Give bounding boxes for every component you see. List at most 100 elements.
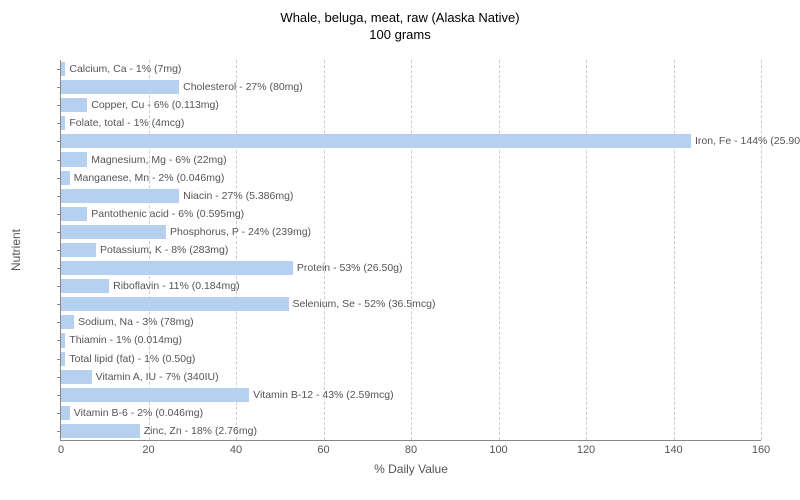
bar-row: Thiamin - 1% (0.014mg) — [61, 333, 65, 347]
bar — [61, 424, 140, 438]
x-tick-label: 160 — [752, 444, 770, 456]
x-tick-label: 120 — [577, 444, 595, 456]
chart-title-line2: 100 grams — [0, 27, 800, 44]
bar — [61, 279, 109, 293]
bar-row: Vitamin B-12 - 43% (2.59mcg) — [61, 388, 249, 402]
bar-label: Niacin - 27% (5.386mg) — [179, 189, 293, 203]
grid-line — [324, 60, 325, 440]
y-tick — [57, 431, 61, 432]
bar — [61, 152, 87, 166]
bar — [61, 207, 87, 221]
bar-label: Pantothenic acid - 6% (0.595mg) — [87, 207, 244, 221]
bar-row: Iron, Fe - 144% (25.90mg) — [61, 134, 691, 148]
x-tick-label: 80 — [405, 444, 417, 456]
bar-label: Vitamin B-12 - 43% (2.59mcg) — [249, 388, 393, 402]
bar-label: Manganese, Mn - 2% (0.046mg) — [70, 171, 225, 185]
bar-row: Phosphorus, P - 24% (239mg) — [61, 225, 166, 239]
chart-title-line1: Whale, beluga, meat, raw (Alaska Native) — [0, 10, 800, 27]
bar — [61, 134, 691, 148]
bar-row: Niacin - 27% (5.386mg) — [61, 189, 179, 203]
y-tick — [57, 268, 61, 269]
bar-label: Thiamin - 1% (0.014mg) — [65, 333, 182, 347]
y-tick — [57, 377, 61, 378]
y-tick — [57, 232, 61, 233]
y-tick — [57, 160, 61, 161]
y-tick — [57, 141, 61, 142]
bar-label: Cholesterol - 27% (80mg) — [179, 80, 303, 94]
y-tick — [57, 413, 61, 414]
bar-label: Phosphorus, P - 24% (239mg) — [166, 225, 311, 239]
bar-row: Riboflavin - 11% (0.184mg) — [61, 279, 109, 293]
y-tick — [57, 359, 61, 360]
y-tick — [57, 69, 61, 70]
bar-row: Magnesium, Mg - 6% (22mg) — [61, 152, 87, 166]
x-tick-label: 140 — [664, 444, 682, 456]
y-tick — [57, 87, 61, 88]
y-tick — [57, 196, 61, 197]
bar-label: Iron, Fe - 144% (25.90mg) — [691, 134, 800, 148]
bar — [61, 388, 249, 402]
bar — [61, 370, 92, 384]
bar-label: Magnesium, Mg - 6% (22mg) — [87, 153, 226, 167]
bar-row: Vitamin B-6 - 2% (0.046mg) — [61, 406, 70, 420]
bar-label: Vitamin A, IU - 7% (340IU) — [92, 370, 219, 384]
bar-row: Selenium, Se - 52% (36.5mcg) — [61, 297, 289, 311]
x-tick-label: 40 — [230, 444, 242, 456]
grid-line — [674, 60, 675, 440]
bar-label: Calcium, Ca - 1% (7mg) — [65, 62, 181, 76]
bar — [61, 406, 70, 420]
bar-row: Vitamin A, IU - 7% (340IU) — [61, 370, 92, 384]
bar-label: Zinc, Zn - 18% (2.76mg) — [140, 424, 257, 438]
bar — [61, 315, 74, 329]
y-tick — [57, 123, 61, 124]
grid-line — [586, 60, 587, 440]
y-tick — [57, 250, 61, 251]
y-tick — [57, 304, 61, 305]
grid-line — [499, 60, 500, 440]
y-tick — [57, 286, 61, 287]
bar — [61, 80, 179, 94]
bar-row: Protein - 53% (26.50g) — [61, 261, 293, 275]
bar-row: Manganese, Mn - 2% (0.046mg) — [61, 171, 70, 185]
x-tick-label: 20 — [142, 444, 154, 456]
bar-label: Total lipid (fat) - 1% (0.50g) — [65, 352, 195, 366]
bar-label: Riboflavin - 11% (0.184mg) — [109, 279, 239, 293]
bar-row: Folate, total - 1% (4mcg) — [61, 116, 65, 130]
bar — [61, 297, 289, 311]
bar-label: Copper, Cu - 6% (0.113mg) — [87, 98, 219, 112]
bar-label: Sodium, Na - 3% (78mg) — [74, 315, 194, 329]
bar-label: Folate, total - 1% (4mcg) — [65, 116, 184, 130]
x-tick-label: 100 — [489, 444, 507, 456]
y-tick — [57, 395, 61, 396]
bar-row: Zinc, Zn - 18% (2.76mg) — [61, 424, 140, 438]
bar — [61, 243, 96, 257]
y-tick — [57, 178, 61, 179]
plot-area: Nutrient % Daily Value 02040608010012014… — [60, 60, 761, 441]
nutrient-chart: Whale, beluga, meat, raw (Alaska Native)… — [0, 0, 800, 500]
bar-row: Pantothenic acid - 6% (0.595mg) — [61, 207, 87, 221]
bar — [61, 171, 70, 185]
bar-label: Selenium, Se - 52% (36.5mcg) — [289, 297, 436, 311]
bar-row: Total lipid (fat) - 1% (0.50g) — [61, 352, 65, 366]
x-axis-label: % Daily Value — [374, 462, 448, 476]
bar-row: Potassium, K - 8% (283mg) — [61, 243, 96, 257]
x-tick-label: 60 — [317, 444, 329, 456]
bar-row: Calcium, Ca - 1% (7mg) — [61, 62, 65, 76]
y-tick — [57, 322, 61, 323]
bar-label: Potassium, K - 8% (283mg) — [96, 243, 228, 257]
grid-line — [411, 60, 412, 440]
y-axis-label: Nutrient — [9, 229, 23, 271]
bar — [61, 261, 293, 275]
bar — [61, 98, 87, 112]
grid-line — [761, 60, 762, 440]
y-tick — [57, 105, 61, 106]
bar-label: Protein - 53% (26.50g) — [293, 261, 403, 275]
bar-row: Cholesterol - 27% (80mg) — [61, 80, 179, 94]
grid-line — [236, 60, 237, 440]
bar-row: Copper, Cu - 6% (0.113mg) — [61, 98, 87, 112]
chart-title: Whale, beluga, meat, raw (Alaska Native)… — [0, 0, 800, 44]
y-tick — [57, 340, 61, 341]
bar — [61, 225, 166, 239]
y-tick — [57, 214, 61, 215]
x-tick-label: 0 — [58, 444, 64, 456]
